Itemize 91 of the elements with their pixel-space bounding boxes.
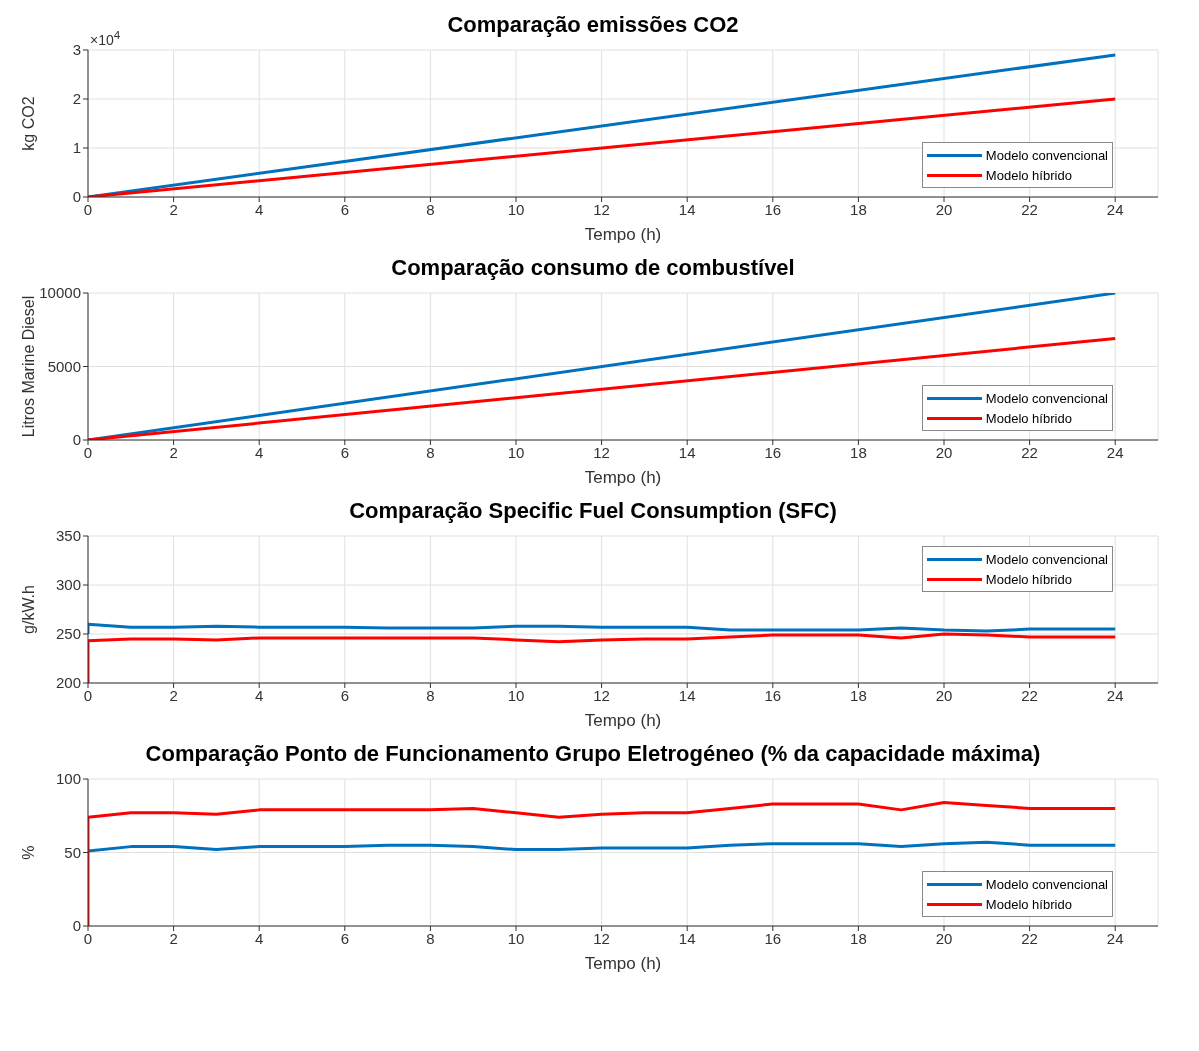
x-tick-label: 18 xyxy=(850,929,867,947)
x-tick-label: 12 xyxy=(593,443,610,461)
x-tick-label: 14 xyxy=(678,929,696,947)
y-tick-label: 300 xyxy=(55,576,81,594)
x-tick-label: 24 xyxy=(1106,686,1124,704)
x-tick-label: 8 xyxy=(426,929,435,947)
x-tick-label: 14 xyxy=(678,686,696,704)
y-tick-label: 1 xyxy=(72,139,81,157)
x-tick-label: 22 xyxy=(1021,443,1038,461)
y-tick-label: 100 xyxy=(55,770,81,788)
x-axis-title: Tempo (h) xyxy=(584,225,662,244)
x-tick-label: 14 xyxy=(678,200,696,218)
x-tick-label: 2 xyxy=(169,443,178,461)
x-tick-label: 0 xyxy=(83,443,93,461)
x-tick-label: 6 xyxy=(340,686,349,704)
line-series xyxy=(88,622,1117,636)
x-tick-label: 20 xyxy=(935,200,953,218)
chart-title: Comparação Specific Fuel Consumption (SFC) xyxy=(348,497,838,525)
x-tick-label: 8 xyxy=(426,200,435,218)
y-tick-label: 5000 xyxy=(47,357,81,375)
y-tick-label: 0 xyxy=(72,431,81,449)
x-tick-label: 12 xyxy=(593,929,610,947)
y-axis-title: g/kW.h xyxy=(19,585,37,634)
x-tick-label: 0 xyxy=(83,200,93,218)
x-tick-label: 20 xyxy=(935,443,953,461)
x-tick-label: 4 xyxy=(255,200,264,218)
legend-label: Modelo híbrido xyxy=(985,896,1072,912)
x-tick-label: 14 xyxy=(678,443,696,461)
legend-label: Modelo convencional xyxy=(985,551,1108,567)
chart-title: Comparação Ponto de Funcionamento Grupo Eletrogéneo (% da capacidade máxima) xyxy=(144,740,1042,768)
x-tick-label: 10 xyxy=(507,929,525,947)
legend-label: Modelo convencional xyxy=(985,876,1108,892)
x-tick-label: 6 xyxy=(340,929,349,947)
x-tick-label: 20 xyxy=(935,929,953,947)
x-tick-label: 0 xyxy=(83,686,93,704)
x-tick-label: 16 xyxy=(764,200,782,218)
legend-label: Modelo híbrido xyxy=(985,167,1072,183)
x-tick-label: 24 xyxy=(1106,443,1124,461)
line-series xyxy=(88,632,1117,683)
x-axis-title: Tempo (h) xyxy=(584,954,662,973)
x-tick-label: 10 xyxy=(507,200,525,218)
x-tick-label: 4 xyxy=(255,686,264,704)
y-tick-label: 2 xyxy=(72,90,81,108)
x-tick-label: 16 xyxy=(764,929,782,947)
x-tick-label: 4 xyxy=(255,443,264,461)
legend-label: Modelo híbrido xyxy=(985,410,1072,426)
x-tick-label: 6 xyxy=(340,443,349,461)
x-tick-label: 18 xyxy=(850,443,867,461)
x-tick-label: 20 xyxy=(935,686,953,704)
x-tick-label: 2 xyxy=(169,686,178,704)
x-tick-label: 4 xyxy=(255,929,264,947)
x-tick-label: 12 xyxy=(593,200,610,218)
x-axis-title: Tempo (h) xyxy=(584,468,662,487)
y-axis-title: % xyxy=(19,845,37,860)
y-tick-label: 350 xyxy=(55,527,81,545)
y-tick-label: 10000 xyxy=(39,284,81,302)
x-tick-label: 24 xyxy=(1106,929,1124,947)
x-tick-label: 22 xyxy=(1021,929,1038,947)
x-tick-label: 2 xyxy=(169,200,178,218)
legend-label: Modelo convencional xyxy=(985,147,1108,163)
x-tick-label: 10 xyxy=(507,686,525,704)
x-tick-label: 16 xyxy=(764,686,782,704)
chart-title: Comparação consumo de combustível xyxy=(390,254,796,282)
x-tick-label: 16 xyxy=(764,443,782,461)
x-tick-label: 24 xyxy=(1106,200,1124,218)
x-tick-label: 22 xyxy=(1021,200,1038,218)
line-series xyxy=(88,840,1117,854)
x-tick-label: 18 xyxy=(850,200,867,218)
y-tick-label: 50 xyxy=(64,843,81,861)
x-tick-label: 8 xyxy=(426,443,435,461)
x-tick-label: 2 xyxy=(169,929,178,947)
x-tick-label: 18 xyxy=(850,686,867,704)
x-tick-label: 10 xyxy=(507,443,525,461)
y-tick-label: 200 xyxy=(55,674,81,692)
y-axis-title: kg CO2 xyxy=(19,96,37,151)
chart-title: Comparação emissões CO2 xyxy=(447,12,739,37)
y-tick-label: 250 xyxy=(55,625,81,643)
x-tick-label: 22 xyxy=(1021,686,1038,704)
x-tick-label: 8 xyxy=(426,686,435,704)
y-axis-title: Litros Marine Diesel xyxy=(19,295,37,438)
x-tick-label: 0 xyxy=(83,929,93,947)
y-tick-label: 0 xyxy=(72,917,81,935)
x-axis-title: Tempo (h) xyxy=(584,711,662,730)
legend-label: Modelo híbrido xyxy=(985,571,1072,587)
line-series xyxy=(88,801,1117,926)
text: ×10$^{4}$ xyxy=(90,28,121,48)
y-tick-label: 0 xyxy=(72,188,81,206)
x-tick-label: 12 xyxy=(593,686,610,704)
x-tick-label: 6 xyxy=(340,200,349,218)
y-tick-label: 3 xyxy=(72,41,81,59)
legend-label: Modelo convencional xyxy=(985,390,1108,406)
